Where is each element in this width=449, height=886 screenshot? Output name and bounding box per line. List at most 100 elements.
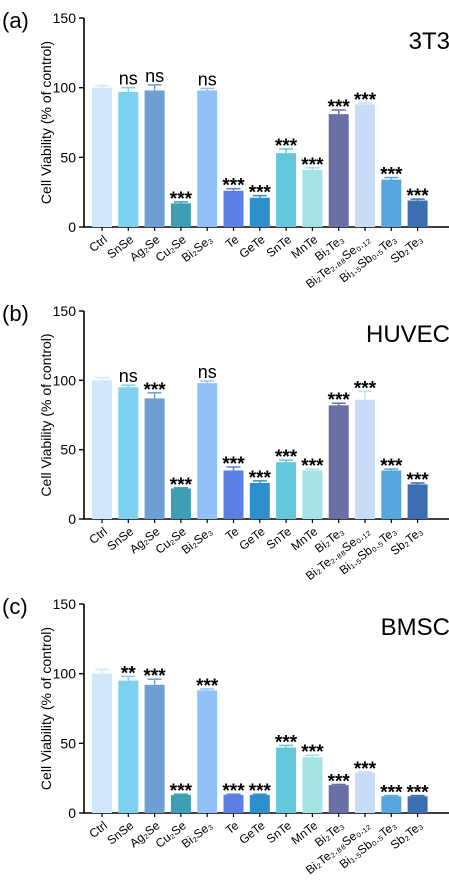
y-tick-label: 100 bbox=[53, 80, 77, 96]
y-tick-label: 0 bbox=[68, 219, 76, 235]
bar bbox=[328, 114, 349, 227]
panel-label: (c) bbox=[2, 594, 28, 619]
x-tick-label: SnTe bbox=[264, 524, 294, 552]
significance-label: *** bbox=[170, 475, 193, 496]
significance-label: *** bbox=[275, 447, 298, 468]
significance-label: *** bbox=[275, 136, 298, 157]
y-axis-label: Cell Viability (% of control) bbox=[38, 627, 54, 790]
y-tick-label: 150 bbox=[53, 303, 77, 319]
bar bbox=[118, 387, 139, 519]
bar bbox=[144, 398, 165, 519]
x-tick-label: Bi₂Se₃ bbox=[179, 818, 215, 851]
bar bbox=[197, 90, 218, 227]
significance-label: *** bbox=[328, 390, 351, 411]
significance-label: ns bbox=[198, 69, 217, 89]
bar bbox=[407, 484, 428, 519]
chart-panel: (a) 3T3 Cell Viability (% of control) 0 50 10… bbox=[2, 8, 449, 291]
y-tick-label: 100 bbox=[53, 372, 77, 388]
significance-label: ns bbox=[119, 69, 138, 89]
significance-label: ns bbox=[119, 366, 138, 386]
x-tick-label: Bi₂Se₃ bbox=[179, 524, 215, 557]
x-tick-label: GeTe bbox=[236, 524, 267, 553]
significance-label: *** bbox=[354, 90, 377, 111]
significance-label: *** bbox=[249, 468, 272, 489]
chart-panel: (c) BMSC Cell Viability (% of control) 0 50 1… bbox=[2, 594, 449, 877]
cell-line-label: BMSC bbox=[381, 614, 449, 641]
significance-label: *** bbox=[170, 781, 193, 802]
significance-label: *** bbox=[328, 771, 351, 792]
bar bbox=[276, 747, 297, 813]
x-tick-label: Bi₂Se₃ bbox=[179, 232, 215, 265]
bar bbox=[92, 87, 112, 228]
significance-label: ns bbox=[198, 362, 217, 382]
significance-label: *** bbox=[354, 378, 377, 399]
y-tick-label: 100 bbox=[53, 666, 77, 682]
bar bbox=[249, 197, 270, 227]
significance-label: *** bbox=[249, 183, 272, 204]
significance-label: *** bbox=[354, 759, 377, 780]
bar bbox=[92, 673, 112, 813]
bar bbox=[92, 380, 112, 519]
y-tick-label: 0 bbox=[68, 805, 76, 821]
significance-label: *** bbox=[407, 186, 430, 207]
bar bbox=[302, 470, 323, 519]
bar bbox=[144, 684, 165, 813]
bar bbox=[381, 179, 402, 227]
x-tick-label: SnTe bbox=[264, 232, 294, 260]
significance-label: *** bbox=[222, 454, 245, 475]
bar bbox=[355, 399, 375, 519]
y-tick-label: 150 bbox=[53, 10, 77, 26]
panel-label: (b) bbox=[2, 301, 29, 326]
significance-label: *** bbox=[144, 666, 167, 687]
bar bbox=[328, 785, 349, 813]
y-tick-label: 50 bbox=[60, 735, 76, 751]
bar bbox=[276, 462, 297, 519]
panel-label: (a) bbox=[2, 8, 29, 33]
significance-label: *** bbox=[196, 676, 219, 697]
bar bbox=[381, 796, 402, 813]
bar bbox=[302, 757, 323, 813]
significance-label: *** bbox=[222, 781, 245, 802]
significance-label: ns bbox=[145, 66, 164, 86]
significance-label: *** bbox=[407, 783, 430, 804]
significance-label: *** bbox=[301, 456, 324, 477]
bar bbox=[355, 104, 375, 227]
x-tick-label: GeTe bbox=[236, 818, 267, 847]
bar bbox=[118, 91, 139, 227]
significance-label: *** bbox=[301, 155, 324, 176]
significance-label: *** bbox=[380, 456, 403, 477]
bar bbox=[118, 680, 139, 813]
significance-label: *** bbox=[222, 176, 245, 197]
y-tick-label: 50 bbox=[60, 149, 76, 165]
y-tick-label: 50 bbox=[60, 442, 76, 458]
bar bbox=[144, 90, 165, 227]
y-axis-label: Cell Viability (% of control) bbox=[38, 333, 54, 496]
significance-label: *** bbox=[380, 783, 403, 804]
cell-line-label: HUVEC bbox=[366, 321, 449, 348]
y-tick-label: 0 bbox=[68, 511, 76, 527]
bar bbox=[302, 169, 323, 227]
bar bbox=[328, 405, 349, 519]
bar bbox=[223, 794, 244, 813]
cell-line-label: 3T3 bbox=[409, 28, 449, 55]
x-tick-label: GeTe bbox=[236, 232, 267, 261]
bar bbox=[197, 690, 218, 813]
significance-label: *** bbox=[275, 732, 298, 753]
significance-label: *** bbox=[407, 470, 430, 491]
significance-label: *** bbox=[380, 165, 403, 186]
significance-label: *** bbox=[170, 189, 193, 210]
bar bbox=[170, 794, 191, 813]
bar bbox=[223, 190, 244, 227]
bar bbox=[355, 772, 375, 813]
bar bbox=[249, 794, 270, 813]
bar bbox=[170, 488, 191, 519]
y-axis-label: Cell Viability (% of control) bbox=[38, 41, 54, 204]
chart-panel: (b) HUVEC Cell Viability (% of control) 0 50… bbox=[2, 301, 449, 583]
significance-label: *** bbox=[301, 742, 324, 763]
bar bbox=[197, 383, 218, 519]
x-tick-label: SnTe bbox=[264, 818, 294, 846]
bar bbox=[276, 153, 297, 227]
bar bbox=[249, 482, 270, 519]
bar bbox=[170, 203, 191, 227]
